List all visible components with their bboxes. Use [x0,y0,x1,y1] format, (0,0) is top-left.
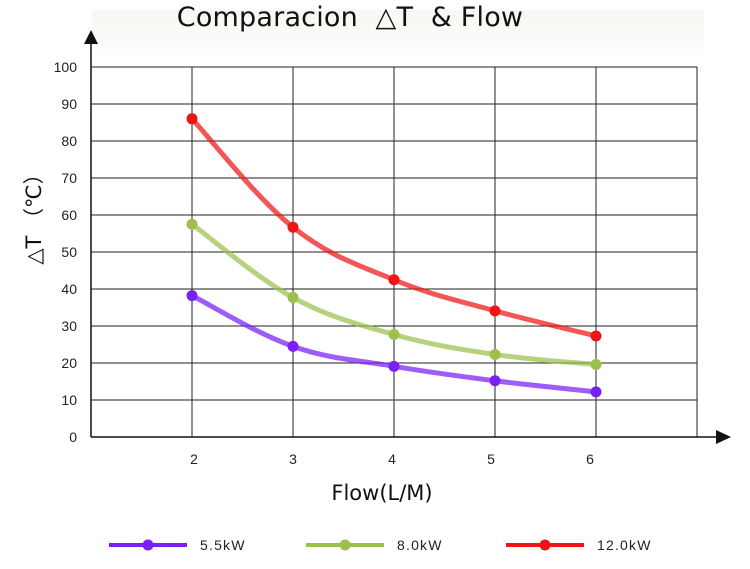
data-point [590,330,602,342]
x-tick-label: 2 [190,451,198,467]
x-tick-label: 4 [388,451,396,467]
legend-label: 5.5kW [200,537,246,553]
data-point [489,375,501,387]
chart-title: Comparacion △T & Flow [176,2,524,33]
y-tick-label: 50 [61,244,77,260]
legend-item: 5.5kW [109,537,246,553]
data-point [388,274,400,286]
y-axis-arrow [84,30,98,44]
data-point [590,358,602,370]
data-point [287,340,299,352]
data-point [388,360,400,372]
legend: 5.5kW 8.0kW 12.0kW [109,537,652,553]
legend-swatch-marker [539,539,551,551]
grid [91,66,698,437]
data-point [388,329,400,341]
data-point [186,113,198,125]
legend-item: 12.0kW [506,537,652,553]
legend-swatch-marker [142,539,154,551]
legend-swatch-marker [339,539,351,551]
x-tick-label: 3 [289,451,297,467]
title-band [92,10,704,58]
y-axis-label: △T （℃） [22,163,46,264]
y-tick-labels: 0 10 20 30 40 50 60 70 80 90 100 [54,59,78,445]
y-tick-label: 90 [61,96,77,112]
x-tick-label: 5 [487,451,495,467]
y-tick-label: 30 [61,318,77,334]
data-point [590,386,602,398]
data-point [186,218,198,230]
series-lines [186,113,602,398]
series-8.0kW [186,218,602,370]
y-tick-label: 20 [61,355,77,371]
y-tick-label: 80 [61,133,77,149]
y-tick-label: 60 [61,207,77,223]
legend-item: 8.0kW [306,537,443,553]
data-point [489,305,501,317]
data-point [287,221,299,233]
legend-label: 8.0kW [397,537,443,553]
x-tick-labels: 2 3 4 5 6 [190,451,594,467]
data-point [186,290,198,302]
x-axis-label: Flow(L/M) [331,481,432,505]
data-point [489,348,501,360]
legend-label: 12.0kW [597,537,652,553]
x-axis-arrow [716,430,731,444]
series-5.5kW [186,290,602,398]
series-12.0kW [186,113,602,342]
y-tick-label: 100 [54,59,78,75]
x-tick-label: 6 [586,451,594,467]
axes [84,30,731,444]
y-tick-label: 40 [61,281,77,297]
y-tick-label: 70 [61,170,77,186]
y-tick-label: 0 [69,429,77,445]
y-tick-label: 10 [61,392,77,408]
data-point [287,292,299,304]
